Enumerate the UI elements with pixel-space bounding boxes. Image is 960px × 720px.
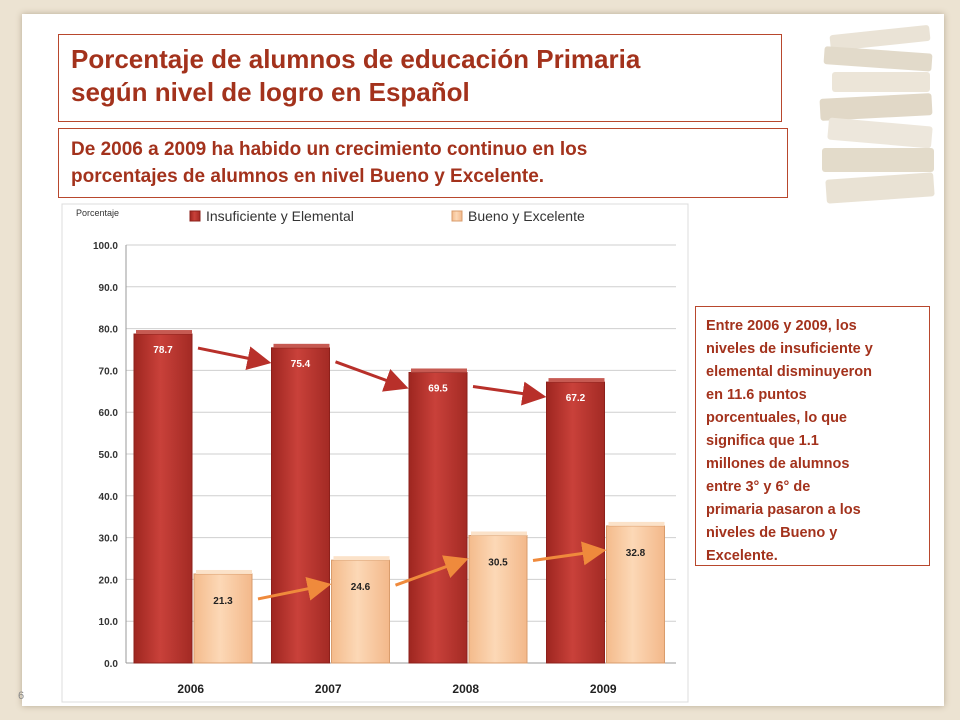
bar-bueno-2007 [331,559,390,664]
title-box: Porcentaje de alumnos de educación Prima… [58,34,782,122]
y-tick-label: 60.0 [99,408,119,419]
bar-top-face [136,330,192,335]
data-label: 24.6 [351,582,371,593]
legend-label: Insuficiente y Elemental [206,208,354,224]
bar-bueno-2006 [193,573,253,664]
y-tick-label: 0.0 [104,659,118,670]
page-subtitle: De 2006 a 2009 ha habido un crecimiento … [71,139,588,187]
bar-insuficiente-2008 [408,371,468,664]
note-text: Entre 2006 y 2009, los niveles de insufi… [706,318,873,564]
bar-insuficiente-2006 [133,333,193,664]
bar-top-face [548,378,605,383]
chart-bars: 78.7 21.3 75.4 24.6 69.5 30.5 67.2 32.8 [133,330,665,664]
data-label: 75.4 [291,359,311,370]
trend-arrows [197,346,607,601]
legend-swatch [451,210,463,222]
data-label: 78.7 [153,345,173,356]
trend-arrow-bueno [394,555,469,587]
bar-top-face [196,569,252,574]
bar-insuficiente-2007 [271,347,330,664]
data-label: 67.2 [566,393,586,404]
legend-swatch [189,210,201,222]
bar-top-face [608,521,665,526]
data-label: 21.3 [213,596,233,607]
legend-label: Bueno y Excelente [468,208,585,224]
x-tick-label: 2006 [177,682,204,696]
bar-bueno-2009 [606,525,665,664]
books-stack-image [819,25,935,204]
y-tick-label: 70.0 [99,366,119,377]
x-tick-label: 2009 [590,682,617,696]
data-label: 32.8 [626,548,646,559]
bar-bueno-2008 [468,535,528,664]
bar-top-face [471,531,527,536]
y-tick-label: 90.0 [99,283,119,294]
trend-arrow-bueno [532,541,607,566]
y-axis-label: Porcentaje [76,208,119,218]
trend-arrow-insuficiente [334,360,409,392]
y-tick-label: 30.0 [99,534,119,545]
y-tick-label: 80.0 [99,325,119,336]
chart-legend: Insuficiente y Elemental Bueno y Excelent… [189,208,585,224]
note-box: Entre 2006 y 2009, los niveles de insufi… [695,306,930,566]
y-tick-label: 10.0 [99,617,119,628]
x-tick-label: 2008 [452,682,479,696]
bar-top-face [411,368,467,373]
trend-arrow-insuficiente [197,346,272,370]
y-tick-label: 40.0 [99,492,119,503]
y-tick-label: 100.0 [93,241,118,252]
y-axis-ticks: 0.0 10.0 20.0 30.0 40.0 50.0 60.0 70.0 80.0 90.0 1… [93,241,118,670]
x-axis-ticks: 2006 2007 2008 2009 [177,682,617,696]
page-number: 6 [18,690,25,702]
x-tick-label: 2007 [315,682,342,696]
data-label: 69.5 [428,383,448,394]
data-label: 30.5 [488,558,508,569]
trend-arrow-bueno [257,577,332,601]
trend-arrow-insuficiente [472,381,547,406]
y-tick-label: 50.0 [99,450,119,461]
bar-top-face [273,343,330,348]
page-title: Porcentaje de alumnos de educación Prima… [71,44,641,107]
subtitle-box: De 2006 a 2009 ha habido un crecimiento … [58,128,788,198]
bar-insuficiente-2009 [546,381,605,664]
y-tick-label: 20.0 [99,575,119,586]
bar-top-face [333,556,390,561]
